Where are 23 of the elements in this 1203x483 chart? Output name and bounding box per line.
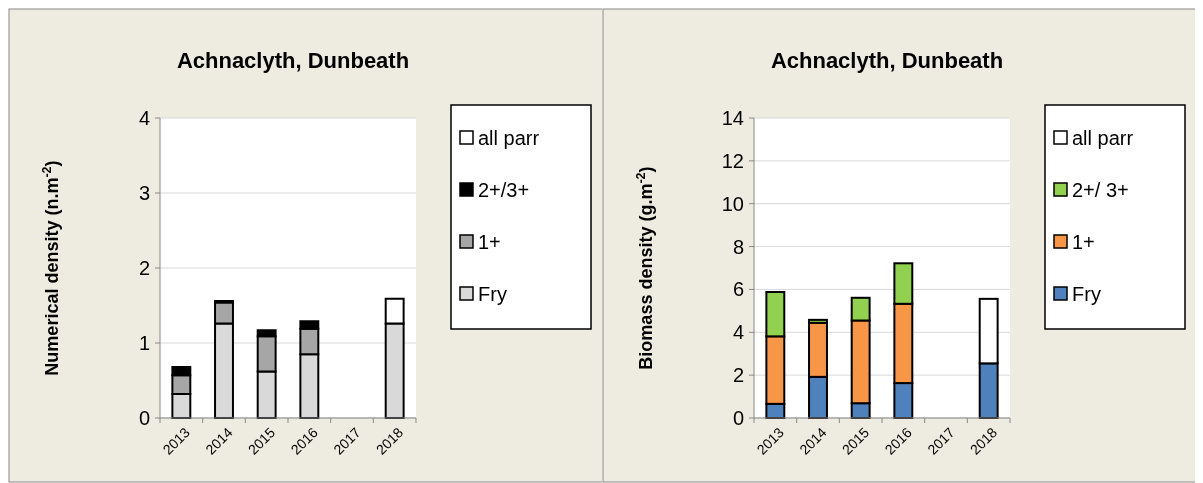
legend-label: 1+ [478, 231, 501, 253]
legend-label: 2+/3+ [478, 179, 530, 201]
y-tick-label: 14 [721, 107, 744, 129]
y-tick-label: 10 [721, 192, 744, 215]
y-tick-label: 6 [732, 278, 744, 301]
chart-title: Achnaclyth, Dunbeath [770, 48, 1003, 73]
legend-label: Fry [478, 283, 507, 305]
y-tick-label: 0 [732, 407, 744, 429]
legend-label: Fry [1071, 283, 1101, 305]
y-tick-label: 8 [732, 235, 744, 258]
legend-label: all parr [478, 127, 540, 149]
chart-title: Achnaclyth, Dunbeath [176, 48, 410, 73]
y-tick-label: 1 [138, 332, 150, 354]
y-tick-label: 12 [721, 149, 744, 172]
y-tick-label: 0 [138, 407, 150, 429]
legend-label: all parr [1071, 127, 1133, 149]
legend-label: 2+/ 3+ [1071, 179, 1129, 201]
y-tick-label: 4 [732, 321, 744, 344]
y-tick-label: 3 [138, 182, 150, 204]
y-tick-label: 2 [138, 257, 150, 279]
legend-label: 1+ [1071, 231, 1095, 253]
y-tick-label: 2 [732, 364, 744, 387]
y-tick-label: 4 [138, 107, 150, 129]
